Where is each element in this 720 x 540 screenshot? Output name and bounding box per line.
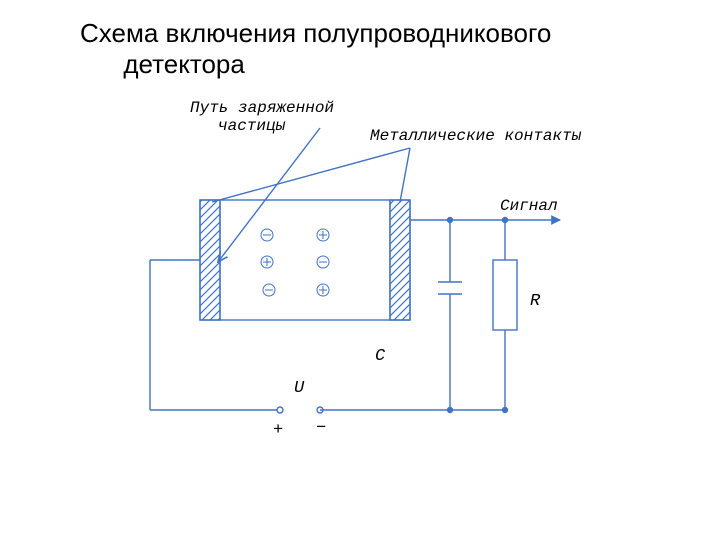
label-particle-path: Путь заряженной частицы xyxy=(190,99,344,135)
label-u: U xyxy=(294,379,305,398)
contacts-leader-2 xyxy=(212,148,410,202)
label-plus: + xyxy=(273,421,283,440)
title-line2: детектора xyxy=(123,49,245,79)
charges xyxy=(261,229,329,296)
label-minus: − xyxy=(316,419,326,438)
label-c: C xyxy=(375,347,386,366)
title-line1: Схема включения полупроводникового xyxy=(80,18,551,48)
resistor xyxy=(493,260,517,330)
page-title: Схема включения полупроводникового детек… xyxy=(80,18,551,80)
circuit-diagram: Путь заряженной частицы Металлические ко… xyxy=(0,90,720,525)
contact-left xyxy=(200,200,220,320)
detector-box xyxy=(200,200,410,320)
contacts-leader-1 xyxy=(400,148,410,202)
label-r: R xyxy=(530,292,541,311)
label-signal: Сигнал xyxy=(500,197,558,215)
contact-right xyxy=(390,200,410,320)
particle-arrow xyxy=(218,128,320,262)
label-contacts: Металлические контакты xyxy=(370,127,582,145)
